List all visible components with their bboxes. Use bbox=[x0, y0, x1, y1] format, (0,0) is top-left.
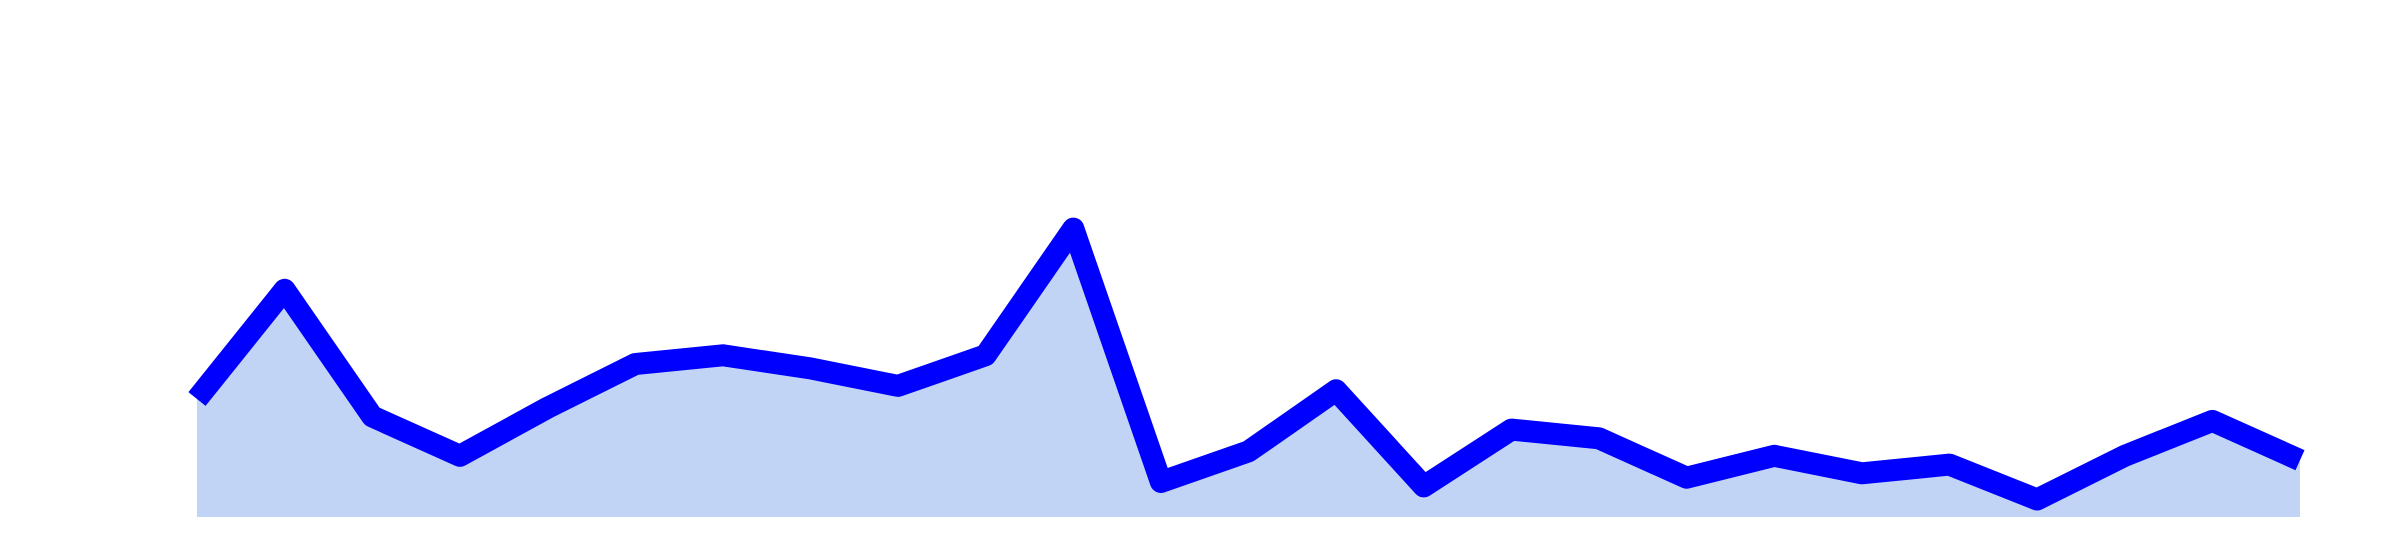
data-point-6 bbox=[632, 361, 638, 367]
data-point-20 bbox=[1859, 470, 1865, 476]
series-line bbox=[188, 217, 2305, 511]
data-point-1 bbox=[194, 396, 200, 402]
data-point-8 bbox=[807, 365, 813, 371]
data-point-13 bbox=[1246, 448, 1252, 454]
data-point-9 bbox=[895, 383, 901, 389]
data-point-19 bbox=[1771, 453, 1777, 459]
series-line-layer bbox=[188, 217, 2305, 511]
data-point-15 bbox=[1421, 483, 1427, 489]
data-point-4 bbox=[457, 453, 463, 459]
data-point-24 bbox=[2209, 418, 2215, 424]
data-point-22 bbox=[2034, 497, 2040, 503]
data-point-2 bbox=[282, 287, 288, 293]
data-point-23 bbox=[2122, 453, 2128, 459]
data-point-21 bbox=[1947, 462, 1953, 468]
data-point-18 bbox=[1684, 475, 1690, 481]
data-point-7 bbox=[720, 352, 726, 358]
data-point-5 bbox=[545, 405, 551, 411]
data-point-3 bbox=[369, 414, 375, 420]
area-fill bbox=[197, 228, 2300, 517]
data-point-14 bbox=[1333, 387, 1339, 393]
data-point-11 bbox=[1070, 226, 1076, 232]
data-point-12 bbox=[1158, 479, 1164, 485]
data-point-17 bbox=[1596, 435, 1602, 441]
data-point-16 bbox=[1508, 427, 1514, 433]
data-point-10 bbox=[983, 352, 989, 358]
area-fill-layer bbox=[197, 228, 2300, 517]
data-point-25 bbox=[2297, 457, 2303, 463]
